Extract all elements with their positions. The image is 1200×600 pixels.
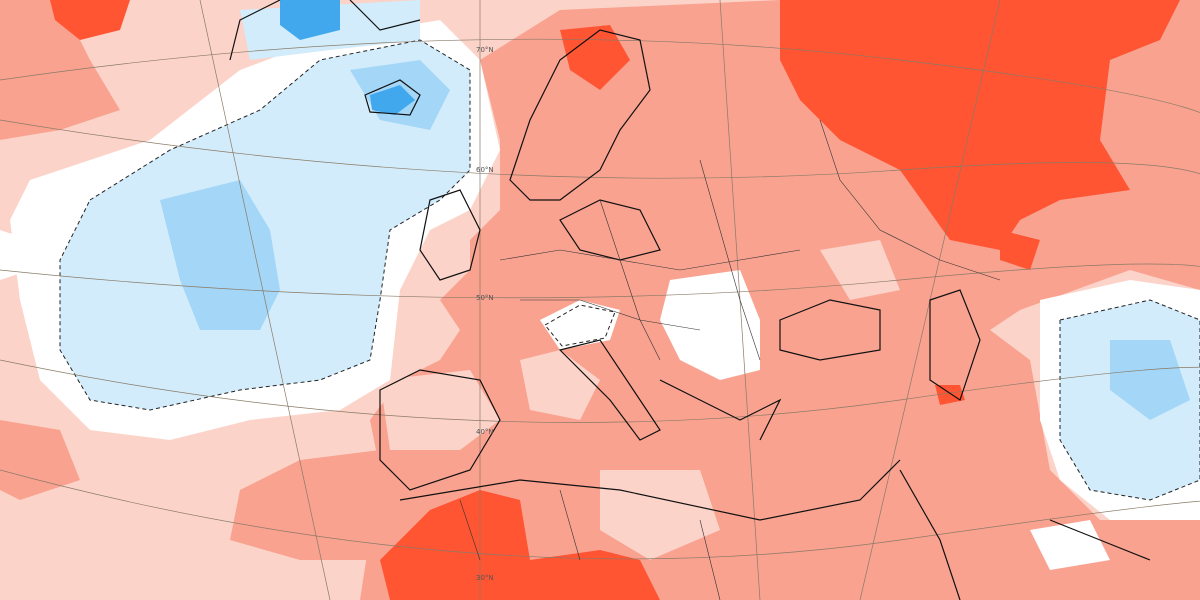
latitude-line-50 — [0, 263, 1200, 300]
border-europe-4 — [699, 159, 761, 361]
neutral-balkans — [660, 270, 760, 380]
latitude-line-60 — [0, 119, 1200, 230]
lat-label-30: 30°N — [476, 574, 494, 582]
strong-warm-layer — [50, 0, 1180, 600]
cold-atlantic-core — [160, 180, 280, 330]
meridian-1 — [199, 0, 331, 600]
coast-persian-gulf — [1049, 519, 1151, 561]
border-europe-3 — [599, 199, 661, 361]
coast-black-sea — [779, 299, 881, 361]
coast-italy — [558, 339, 661, 441]
coast-red-sea — [899, 469, 961, 600]
strong-warm-turkey-patch — [935, 385, 965, 405]
latitude-labels: 70°N 60°N 50°N 40°N 30°N — [476, 46, 494, 582]
zero-contour-layer — [59, 39, 1200, 501]
slight-warm-med — [520, 350, 600, 420]
border-russia — [819, 119, 1001, 281]
coast-mediterranean-south — [399, 459, 901, 521]
latitude-line-70 — [0, 38, 1200, 150]
slight-warm-iberia-north — [380, 370, 500, 450]
border-africa — [459, 489, 721, 600]
coast-adriatic-aegean — [659, 379, 782, 441]
slight-warm-layer — [380, 240, 900, 560]
lat-label-50: 50°N — [476, 294, 494, 302]
strong-cold-iceland — [370, 85, 415, 115]
neutral-persian — [1030, 520, 1110, 570]
latitude-line-30 — [0, 469, 1200, 560]
warm-region-atlantic-south — [230, 450, 380, 560]
lat-label-60: 60°N — [476, 166, 494, 174]
latitude-line-40 — [0, 359, 1200, 423]
coast-iberia — [379, 369, 501, 491]
warm-region-west — [0, 0, 120, 140]
strong-cold-greenland — [280, 0, 340, 40]
slight-warm-caucasus — [820, 240, 900, 300]
zero-contour-asia — [1059, 299, 1200, 501]
coast-caspian — [929, 289, 981, 401]
strong-warm-northwest — [50, 0, 130, 40]
coast-iceland — [364, 79, 421, 116]
strong-warm-sahara — [380, 490, 660, 600]
coast-greenland — [229, 0, 421, 61]
coast-scandinavia — [509, 29, 651, 201]
zero-contour-atlantic — [59, 39, 471, 411]
borders — [459, 119, 1001, 600]
cold-asia-core — [1110, 340, 1190, 420]
border-europe-1 — [499, 249, 801, 271]
coast-britain — [419, 189, 481, 281]
cold-layer — [160, 60, 1190, 420]
strong-warm-russia — [780, 0, 1180, 250]
strong-warm-caspian-patch — [1000, 230, 1040, 270]
warm-region-canary — [0, 420, 80, 500]
strong-warm-scandinavia — [560, 25, 630, 90]
lat-label-40: 40°N — [476, 428, 494, 436]
coastlines — [229, 0, 1151, 600]
neutral-alps — [540, 300, 620, 350]
strong-cold-layer — [280, 0, 415, 115]
neutral-iceland-ring — [0, 230, 30, 280]
border-europe-2 — [520, 299, 701, 331]
lat-label-70: 70°N — [476, 46, 494, 54]
